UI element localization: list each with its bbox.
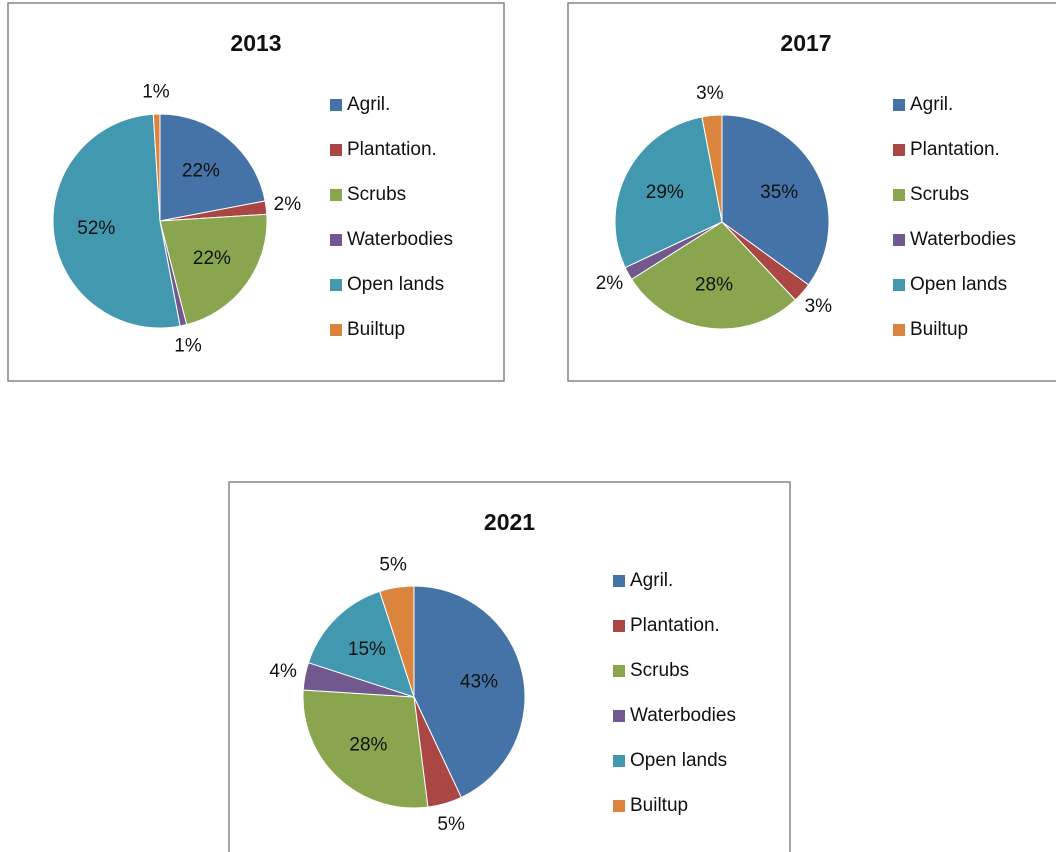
legend-label: Builtup xyxy=(347,319,405,340)
pie-slice xyxy=(379,585,415,698)
legend-label: Agril. xyxy=(347,94,390,115)
legend-swatch xyxy=(613,755,625,767)
pie-slice xyxy=(630,221,796,330)
legend-swatch xyxy=(893,144,905,156)
legend-swatch xyxy=(613,665,625,677)
legend-label: Scrubs xyxy=(347,184,406,205)
legend-swatch xyxy=(613,620,625,632)
data-label: 2% xyxy=(596,273,624,294)
pie-slice xyxy=(302,689,429,809)
legend-swatch xyxy=(893,324,905,336)
chart-title: 2017 xyxy=(780,30,831,56)
legend-swatch xyxy=(330,234,342,246)
legend-swatch xyxy=(893,279,905,291)
pie-slice xyxy=(52,113,181,329)
legend-label: Scrubs xyxy=(910,184,969,205)
data-label: 5% xyxy=(437,814,465,835)
legend-swatch xyxy=(893,189,905,201)
legend-label: Waterbodies xyxy=(910,229,1016,250)
legend-swatch xyxy=(330,99,342,111)
legend-label: Open lands xyxy=(910,274,1007,295)
legend-swatch xyxy=(893,234,905,246)
data-label: 15% xyxy=(348,639,386,660)
data-label: 29% xyxy=(646,182,684,203)
data-label: 1% xyxy=(174,335,202,356)
pie-slice xyxy=(701,114,723,223)
data-label: 3% xyxy=(805,296,833,317)
pie-slice xyxy=(159,213,268,326)
legend-label: Builtup xyxy=(630,795,688,816)
legend-label: Open lands xyxy=(347,274,444,295)
legend-swatch xyxy=(613,710,625,722)
data-label: 1% xyxy=(142,82,170,103)
data-label: 2% xyxy=(274,194,302,215)
data-label: 28% xyxy=(349,735,387,756)
data-label: 28% xyxy=(695,275,733,296)
data-label: 43% xyxy=(460,671,498,692)
pie-slice xyxy=(614,116,723,269)
legend-label: Plantation. xyxy=(910,139,1000,160)
data-label: 22% xyxy=(193,248,231,269)
legend-label: Plantation. xyxy=(630,615,720,636)
legend-label: Builtup xyxy=(910,319,968,340)
data-label: 3% xyxy=(696,83,724,104)
data-label: 35% xyxy=(760,182,798,203)
legend-swatch xyxy=(330,279,342,291)
legend-swatch xyxy=(613,575,625,587)
legend-label: Open lands xyxy=(630,750,727,771)
legend-swatch xyxy=(613,800,625,812)
pie-slice xyxy=(307,590,415,698)
chart-title: 2013 xyxy=(230,30,281,56)
chart-title: 2021 xyxy=(484,509,535,535)
pie-slice xyxy=(152,113,161,222)
data-label: 5% xyxy=(379,554,407,575)
legend-label: Agril. xyxy=(910,94,953,115)
legend-label: Agril. xyxy=(630,570,673,591)
legend-label: Waterbodies xyxy=(347,229,453,250)
pie-slice xyxy=(159,113,266,222)
pie-slice xyxy=(721,114,830,286)
legend-swatch xyxy=(893,99,905,111)
data-label: 22% xyxy=(182,161,220,182)
data-label: 4% xyxy=(269,661,297,682)
legend-label: Scrubs xyxy=(630,660,689,681)
legend-label: Waterbodies xyxy=(630,705,736,726)
pie-slice xyxy=(413,585,526,799)
data-label: 52% xyxy=(77,218,115,239)
legend-swatch xyxy=(330,189,342,201)
legend-swatch xyxy=(330,324,342,336)
legend-label: Plantation. xyxy=(347,139,437,160)
legend-swatch xyxy=(330,144,342,156)
